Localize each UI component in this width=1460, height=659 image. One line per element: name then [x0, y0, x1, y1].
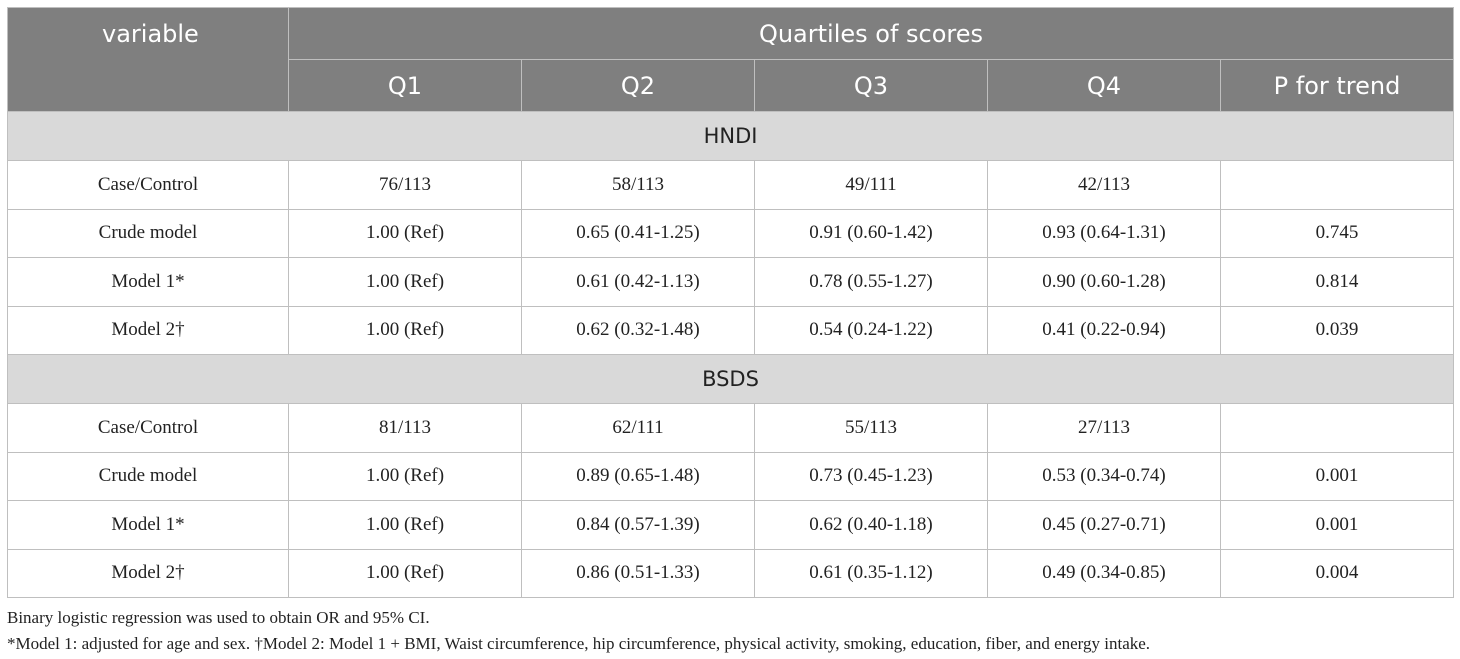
cell-q4: 0.53 (0.34-0.74): [987, 451, 1221, 501]
section-row-bsds: BSDS: [7, 354, 1454, 404]
header-q3: Q3: [754, 59, 988, 112]
cell-q2: 0.86 (0.51-1.33): [521, 548, 755, 598]
cell-p-trend: [1220, 160, 1454, 210]
header-q4: Q4: [987, 59, 1221, 112]
cell-p-trend: 0.001: [1220, 500, 1454, 550]
results-table: variable Quartiles of scores Q1 Q2 Q3 Q4…: [7, 7, 1454, 598]
cell-q4: 0.45 (0.27-0.71): [987, 500, 1221, 550]
cell-q2: 62/111: [521, 403, 755, 453]
table-row: Model 1* 1.00 (Ref) 0.61 (0.42-1.13) 0.7…: [7, 257, 1454, 307]
row-label: Model 1*: [7, 257, 289, 307]
row-label: Model 2†: [7, 548, 289, 598]
header-q2: Q2: [521, 59, 755, 112]
table-row: Model 2† 1.00 (Ref) 0.62 (0.32-1.48) 0.5…: [7, 305, 1454, 355]
cell-q1: 1.00 (Ref): [288, 500, 522, 550]
header-variable: variable: [7, 7, 289, 112]
cell-q4: 27/113: [987, 403, 1221, 453]
footnotes: Binary logistic regression was used to o…: [7, 605, 1150, 657]
cell-q3: 0.78 (0.55-1.27): [754, 257, 988, 307]
cell-p-trend: 0.814: [1220, 257, 1454, 307]
cell-q2: 0.84 (0.57-1.39): [521, 500, 755, 550]
cell-p-trend: 0.004: [1220, 548, 1454, 598]
cell-q2: 0.89 (0.65-1.48): [521, 451, 755, 501]
cell-q3: 0.61 (0.35-1.12): [754, 548, 988, 598]
row-label: Model 1*: [7, 500, 289, 550]
cell-q1: 76/113: [288, 160, 522, 210]
row-label: Crude model: [7, 451, 289, 501]
header-p-for-trend: P for trend: [1220, 59, 1454, 112]
cell-q1: 1.00 (Ref): [288, 208, 522, 258]
cell-p-trend: 0.039: [1220, 305, 1454, 355]
cell-q1: 1.00 (Ref): [288, 257, 522, 307]
cell-q1: 1.00 (Ref): [288, 451, 522, 501]
cell-q2: 0.62 (0.32-1.48): [521, 305, 755, 355]
cell-q3: 49/111: [754, 160, 988, 210]
cell-q1: 1.00 (Ref): [288, 305, 522, 355]
cell-q3: 55/113: [754, 403, 988, 453]
table-row: Case/Control 76/113 58/113 49/111 42/113: [7, 160, 1454, 210]
cell-q1: 1.00 (Ref): [288, 548, 522, 598]
cell-q2: 0.65 (0.41-1.25): [521, 208, 755, 258]
cell-q4: 0.93 (0.64-1.31): [987, 208, 1221, 258]
cell-q3: 0.62 (0.40-1.18): [754, 500, 988, 550]
cell-q4: 0.49 (0.34-0.85): [987, 548, 1221, 598]
section-row-hndi: HNDI: [7, 111, 1454, 161]
row-label: Case/Control: [7, 403, 289, 453]
cell-q2: 0.61 (0.42-1.13): [521, 257, 755, 307]
cell-q3: 0.54 (0.24-1.22): [754, 305, 988, 355]
header-quartiles-group: Quartiles of scores: [288, 7, 1454, 60]
table-row: Model 2† 1.00 (Ref) 0.86 (0.51-1.33) 0.6…: [7, 548, 1454, 598]
row-label: Model 2†: [7, 305, 289, 355]
cell-q1: 81/113: [288, 403, 522, 453]
table-row: Case/Control 81/113 62/111 55/113 27/113: [7, 403, 1454, 453]
section-title: HNDI: [7, 111, 1454, 161]
header-row-group: variable Quartiles of scores: [7, 7, 1454, 112]
header-q1: Q1: [288, 59, 522, 112]
cell-p-trend: 0.745: [1220, 208, 1454, 258]
cell-q2: 58/113: [521, 160, 755, 210]
cell-q4: 0.90 (0.60-1.28): [987, 257, 1221, 307]
cell-q3: 0.91 (0.60-1.42): [754, 208, 988, 258]
row-label: Case/Control: [7, 160, 289, 210]
footnote-method: Binary logistic regression was used to o…: [7, 608, 430, 627]
table-row: Model 1* 1.00 (Ref) 0.84 (0.57-1.39) 0.6…: [7, 500, 1454, 550]
section-title: BSDS: [7, 354, 1454, 404]
row-label: Crude model: [7, 208, 289, 258]
cell-p-trend: 0.001: [1220, 451, 1454, 501]
cell-q4: 0.41 (0.22-0.94): [987, 305, 1221, 355]
table-row: Crude model 1.00 (Ref) 0.65 (0.41-1.25) …: [7, 208, 1454, 258]
table-row: Crude model 1.00 (Ref) 0.89 (0.65-1.48) …: [7, 451, 1454, 501]
cell-p-trend: [1220, 403, 1454, 453]
cell-q4: 42/113: [987, 160, 1221, 210]
cell-q3: 0.73 (0.45-1.23): [754, 451, 988, 501]
footnote-models: *Model 1: adjusted for age and sex. †Mod…: [7, 634, 1151, 653]
header-row-columns: Q1 Q2 Q3 Q4 P for trend: [7, 59, 1454, 112]
